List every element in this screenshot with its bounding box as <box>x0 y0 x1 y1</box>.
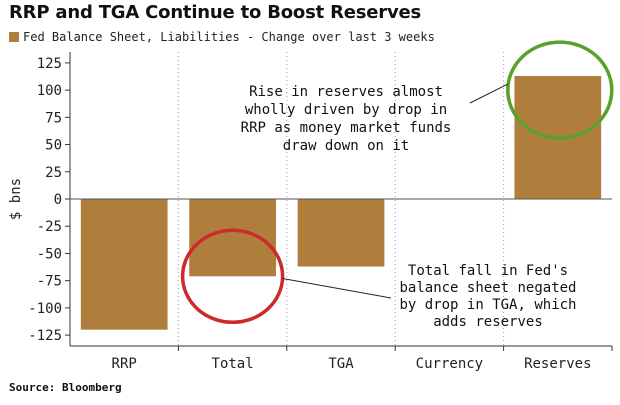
annotation-text-2: balance sheet negated <box>399 280 576 296</box>
legend-swatch <box>9 32 19 42</box>
y-tick-label: 0 <box>54 192 62 208</box>
source-note: Source: Bloomberg <box>9 381 122 394</box>
bars <box>80 75 602 330</box>
bar-rrp <box>80 199 168 330</box>
annotation-text-2: Total fall in Fed's <box>408 263 568 279</box>
y-tick-label: -75 <box>37 274 62 290</box>
y-tick-label: 50 <box>45 138 62 154</box>
category-label: Reserves <box>524 356 591 372</box>
y-tick-label: -50 <box>37 246 62 262</box>
y-tick-label: 25 <box>45 165 62 181</box>
chart-title: RRP and TGA Continue to Boost Reserves <box>9 2 422 23</box>
legend: Fed Balance Sheet, Liabilities - Change … <box>9 30 435 44</box>
annotations: Rise in reserves almost wholly driven by … <box>180 40 614 330</box>
category-label: TGA <box>328 356 354 372</box>
y-tick-label: 100 <box>37 83 62 99</box>
y-axis-title: $ bns <box>8 178 24 220</box>
y-tick-label: -100 <box>28 301 62 317</box>
annotation-text-1: draw down on it <box>283 138 409 154</box>
legend-label: Fed Balance Sheet, Liabilities - Change … <box>23 30 435 44</box>
annotation-text-2: adds reserves <box>433 314 543 330</box>
annotation-text-1: Rise in reserves almost <box>249 84 443 100</box>
grid-lines <box>177 52 505 346</box>
category-label: RRP <box>112 356 137 372</box>
axes: 125 100 75 50 25 0 -25 -50 -75 -100 -125 RRP Total TG… <box>8 52 613 372</box>
annotation-text-1: wholly driven by drop in <box>245 102 447 118</box>
annotation-text-1: RRP as money market funds <box>241 120 452 136</box>
red-circle <box>180 228 285 325</box>
green-circle <box>506 40 614 140</box>
annotation-leader-1 <box>469 83 509 104</box>
category-label: Currency <box>416 356 483 372</box>
bar-tga <box>297 199 385 267</box>
annotation-text-2: by drop in TGA, which <box>399 297 576 313</box>
y-tick-label: 125 <box>37 56 62 72</box>
y-tick-label: 75 <box>45 110 62 126</box>
y-tick-label: -125 <box>28 328 62 344</box>
annotation-leader-2 <box>282 277 392 299</box>
category-label: Total <box>212 356 254 372</box>
y-tick-label: -25 <box>37 219 62 235</box>
